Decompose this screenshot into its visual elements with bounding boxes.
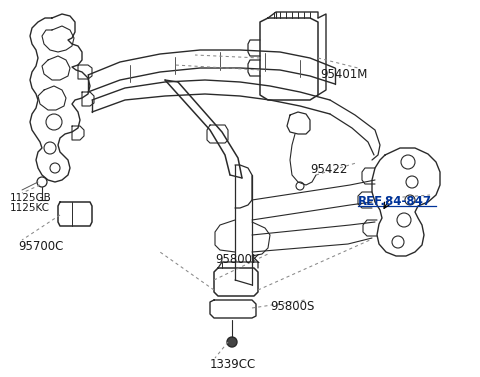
Text: 95800K: 95800K [215, 253, 260, 266]
Text: REF.84-847: REF.84-847 [358, 195, 432, 208]
Text: 1339CC: 1339CC [210, 358, 256, 371]
Text: 95401M: 95401M [320, 68, 367, 81]
Text: 1125GB: 1125GB [10, 193, 52, 203]
Text: 1125KC: 1125KC [10, 203, 50, 213]
Text: 95422: 95422 [310, 163, 348, 176]
Circle shape [227, 337, 237, 347]
Text: 95800S: 95800S [270, 300, 314, 313]
Text: 95700C: 95700C [18, 240, 63, 253]
